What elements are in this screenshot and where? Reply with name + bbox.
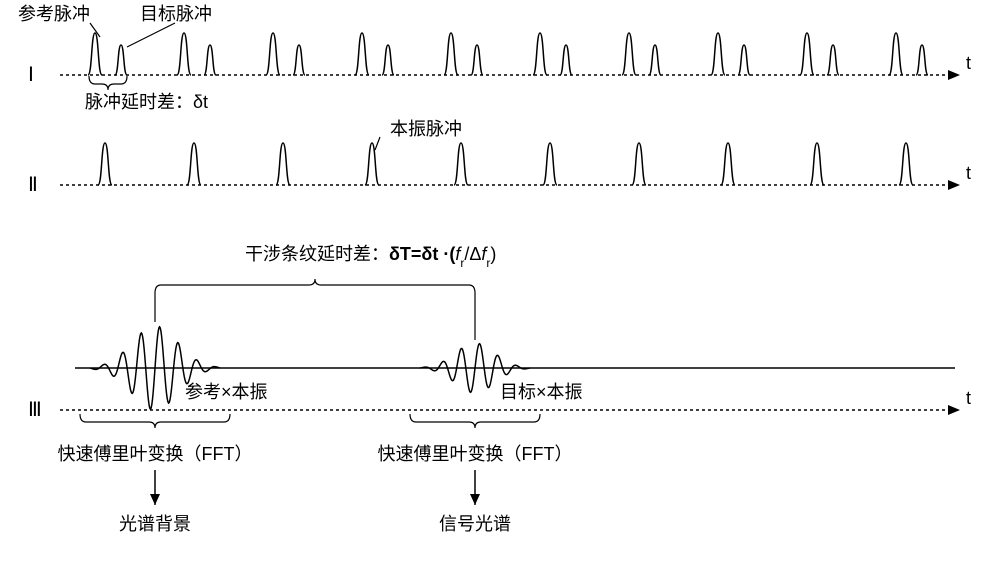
target-lo-label: 目标×本振 [500,382,583,402]
ref-pulse-1 [177,33,191,75]
lo-pulse-1 [187,143,201,185]
arrow-down-1-head [150,494,160,505]
ref-pulse-pointer [90,23,100,37]
axis-I-label: t [966,53,971,73]
ref-pulse-label: 参考脉冲 [18,4,90,24]
target-pulse-label: 目标脉冲 [140,4,212,24]
target-pulse-8 [827,45,839,75]
ref-pulse-7 [711,33,725,75]
brace-burst1 [80,414,230,428]
delta-t-brace [89,76,127,90]
target-pulse-4 [471,45,483,75]
target-pulse-9 [916,45,928,75]
axis-I-arrow [948,70,960,80]
ref-pulse-5 [533,33,547,75]
row-label-III: Ⅲ [28,399,42,421]
ref-pulse-9 [889,33,903,75]
ref-pulse-3 [355,33,369,75]
lo-pulse-5 [543,143,557,185]
delta-t-text: 脉冲延时差：δt [85,92,208,112]
target-pulse-5 [560,45,572,75]
target-pulse-2 [293,45,305,75]
target-pulse-pointer [127,23,175,47]
target-pulse-0 [115,45,127,75]
fft-label-1: 快速傅里叶变换（FFT） [58,444,253,464]
lo-pulse-2 [276,143,290,185]
target-pulse-6 [649,45,661,75]
target-pulse-3 [382,45,394,75]
axis-III-label: t [966,388,971,408]
brace-burst2 [410,414,540,428]
row-label-II: Ⅱ [28,174,38,196]
spec-bg-label: 光谱背景 [119,514,191,534]
lo-pulse-9 [899,143,913,185]
fft-label-2: 快速傅里叶变换（FFT） [378,444,573,464]
axis-III-arrow [948,405,960,415]
lo-pulse-pointer [375,137,380,150]
fringe-delay-text: 干涉条纹延时差：δT=δt ·(fr/Δfr) [245,244,496,270]
lo-pulse-3 [365,143,379,185]
lo-pulse-0 [98,143,112,185]
ref-lo-label: 参考×本振 [185,382,268,402]
axis-II-arrow [948,180,960,190]
spec-signal-label: 信号光谱 [439,514,511,534]
arrow-down-2-head [470,494,480,505]
delta-T-brace [155,279,475,293]
lo-pulse-8 [810,143,824,185]
lo-pulse-7 [721,143,735,185]
ref-pulse-2 [266,33,280,75]
ref-pulse-0 [88,33,102,75]
ref-pulse-6 [622,33,636,75]
target-pulse-7 [738,45,750,75]
lo-pulse-6 [632,143,646,185]
ref-pulse-8 [800,33,814,75]
axis-II-label: t [966,163,971,183]
lo-pulse-4 [454,143,468,185]
target-pulse-1 [204,45,216,75]
lo-pulse-label: 本振脉冲 [390,119,462,139]
ref-pulse-4 [444,33,458,75]
row-label-I: Ⅰ [28,64,34,86]
